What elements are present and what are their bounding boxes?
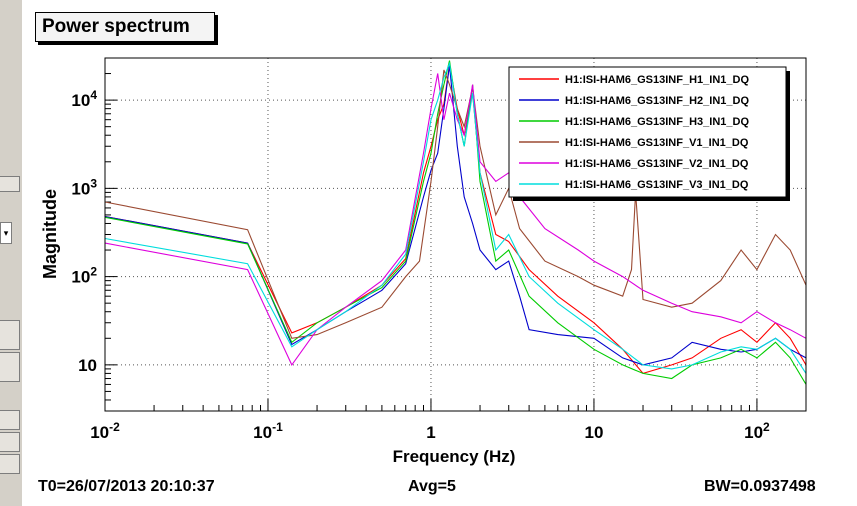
y-tick-label: 104 xyxy=(71,88,97,110)
y-tick-label: 102 xyxy=(71,265,97,287)
y-tick-label: 103 xyxy=(71,176,97,198)
strip-button-3[interactable] xyxy=(0,410,20,430)
strip-button-5[interactable] xyxy=(0,454,20,474)
strip-button-1[interactable] xyxy=(0,320,20,350)
chart-title: Power spectrum xyxy=(35,12,215,42)
series-line-5 xyxy=(104,73,807,366)
x-tick-label: 10-1 xyxy=(253,420,283,442)
y-axis-title: Magnitude xyxy=(40,189,60,279)
legend-label: H1:ISI-HAM6_GS13INF_H2_IN1_DQ xyxy=(565,95,749,107)
avg-label: Avg=5 xyxy=(408,478,456,495)
legend-box xyxy=(508,66,787,198)
strip-button-top[interactable] xyxy=(0,176,20,192)
strip-button-4[interactable] xyxy=(0,432,20,452)
legend-label: H1:ISI-HAM6_GS13INF_V2_IN1_DQ xyxy=(565,158,749,170)
x-axis-title: Frequency (Hz) xyxy=(393,447,516,466)
y-tick-label: 10 xyxy=(78,356,97,375)
power-spectrum-chart: 10-2 10-1 1 10 102 10 102 103 104 Frequency (Hz) M… xyxy=(40,57,807,466)
legend-label: H1:ISI-HAM6_GS13INF_H1_IN1_DQ xyxy=(565,74,749,86)
series-line-3 xyxy=(104,60,807,385)
bandwidth-label: BW=0.0937498 xyxy=(704,478,816,495)
plot-frame xyxy=(104,57,807,412)
strip-button-2[interactable] xyxy=(0,352,20,382)
x-tick-label: 1 xyxy=(426,423,435,442)
series-line-2 xyxy=(104,64,807,366)
series-line-4 xyxy=(104,69,807,339)
series-line-6 xyxy=(104,61,807,374)
legend-label: H1:ISI-HAM6_GS13INF_V1_IN1_DQ xyxy=(565,137,749,149)
t0-label: T0=26/07/2013 20:10:37 xyxy=(38,478,215,495)
plot-canvas: 10-2 10-1 1 10 102 10 102 103 104 Frequency (Hz) M… xyxy=(22,0,857,506)
toolbar-strip: ▾ xyxy=(0,0,23,506)
legend-label: H1:ISI-HAM6_GS13INF_H3_IN1_DQ xyxy=(565,116,749,128)
x-tick-label: 10-2 xyxy=(90,420,120,442)
dropdown-arrow-icon[interactable]: ▾ xyxy=(0,222,12,244)
x-tick-label: 10 xyxy=(584,423,603,442)
legend-label: H1:ISI-HAM6_GS13INF_V3_IN1_DQ xyxy=(565,179,749,191)
x-tick-label: 102 xyxy=(744,420,770,442)
